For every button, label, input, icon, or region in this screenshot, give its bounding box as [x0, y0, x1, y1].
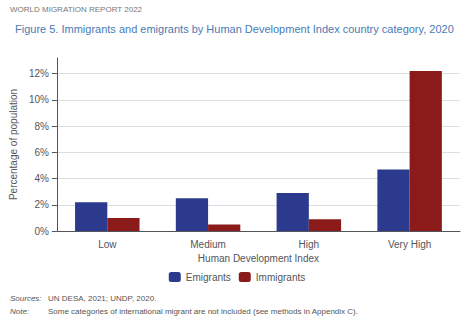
svg-text:Medium: Medium	[190, 239, 226, 250]
svg-text:Percentage of population: Percentage of population	[8, 89, 19, 200]
svg-text:UN DESA, 2021; UNDP, 2020.: UN DESA, 2021; UNDP, 2020.	[48, 294, 156, 303]
svg-text:Figure 5. Immigrants and emigr: Figure 5. Immigrants and emigrants by Hu…	[15, 23, 454, 35]
svg-text:Immigrants: Immigrants	[256, 272, 305, 283]
svg-text:Note:: Note:	[10, 307, 29, 316]
svg-text:Very High: Very High	[388, 239, 431, 250]
svg-text:Human Development Index: Human Development Index	[198, 253, 319, 264]
svg-text:12%: 12%	[29, 68, 49, 79]
svg-text:Some categories of internation: Some categories of international migrant…	[48, 307, 358, 316]
svg-text:Sources:: Sources:	[10, 294, 42, 303]
svg-text:8%: 8%	[34, 121, 49, 132]
svg-text:10%: 10%	[29, 94, 49, 105]
svg-text:Emigrants: Emigrants	[186, 272, 231, 283]
svg-text:Low: Low	[98, 239, 117, 250]
svg-text:WORLD MIGRATION REPORT 2022: WORLD MIGRATION REPORT 2022	[10, 5, 143, 14]
svg-text:0%: 0%	[34, 226, 49, 237]
svg-text:2%: 2%	[34, 199, 49, 210]
svg-text:6%: 6%	[34, 147, 49, 158]
svg-text:High: High	[299, 239, 320, 250]
svg-text:4%: 4%	[34, 173, 49, 184]
